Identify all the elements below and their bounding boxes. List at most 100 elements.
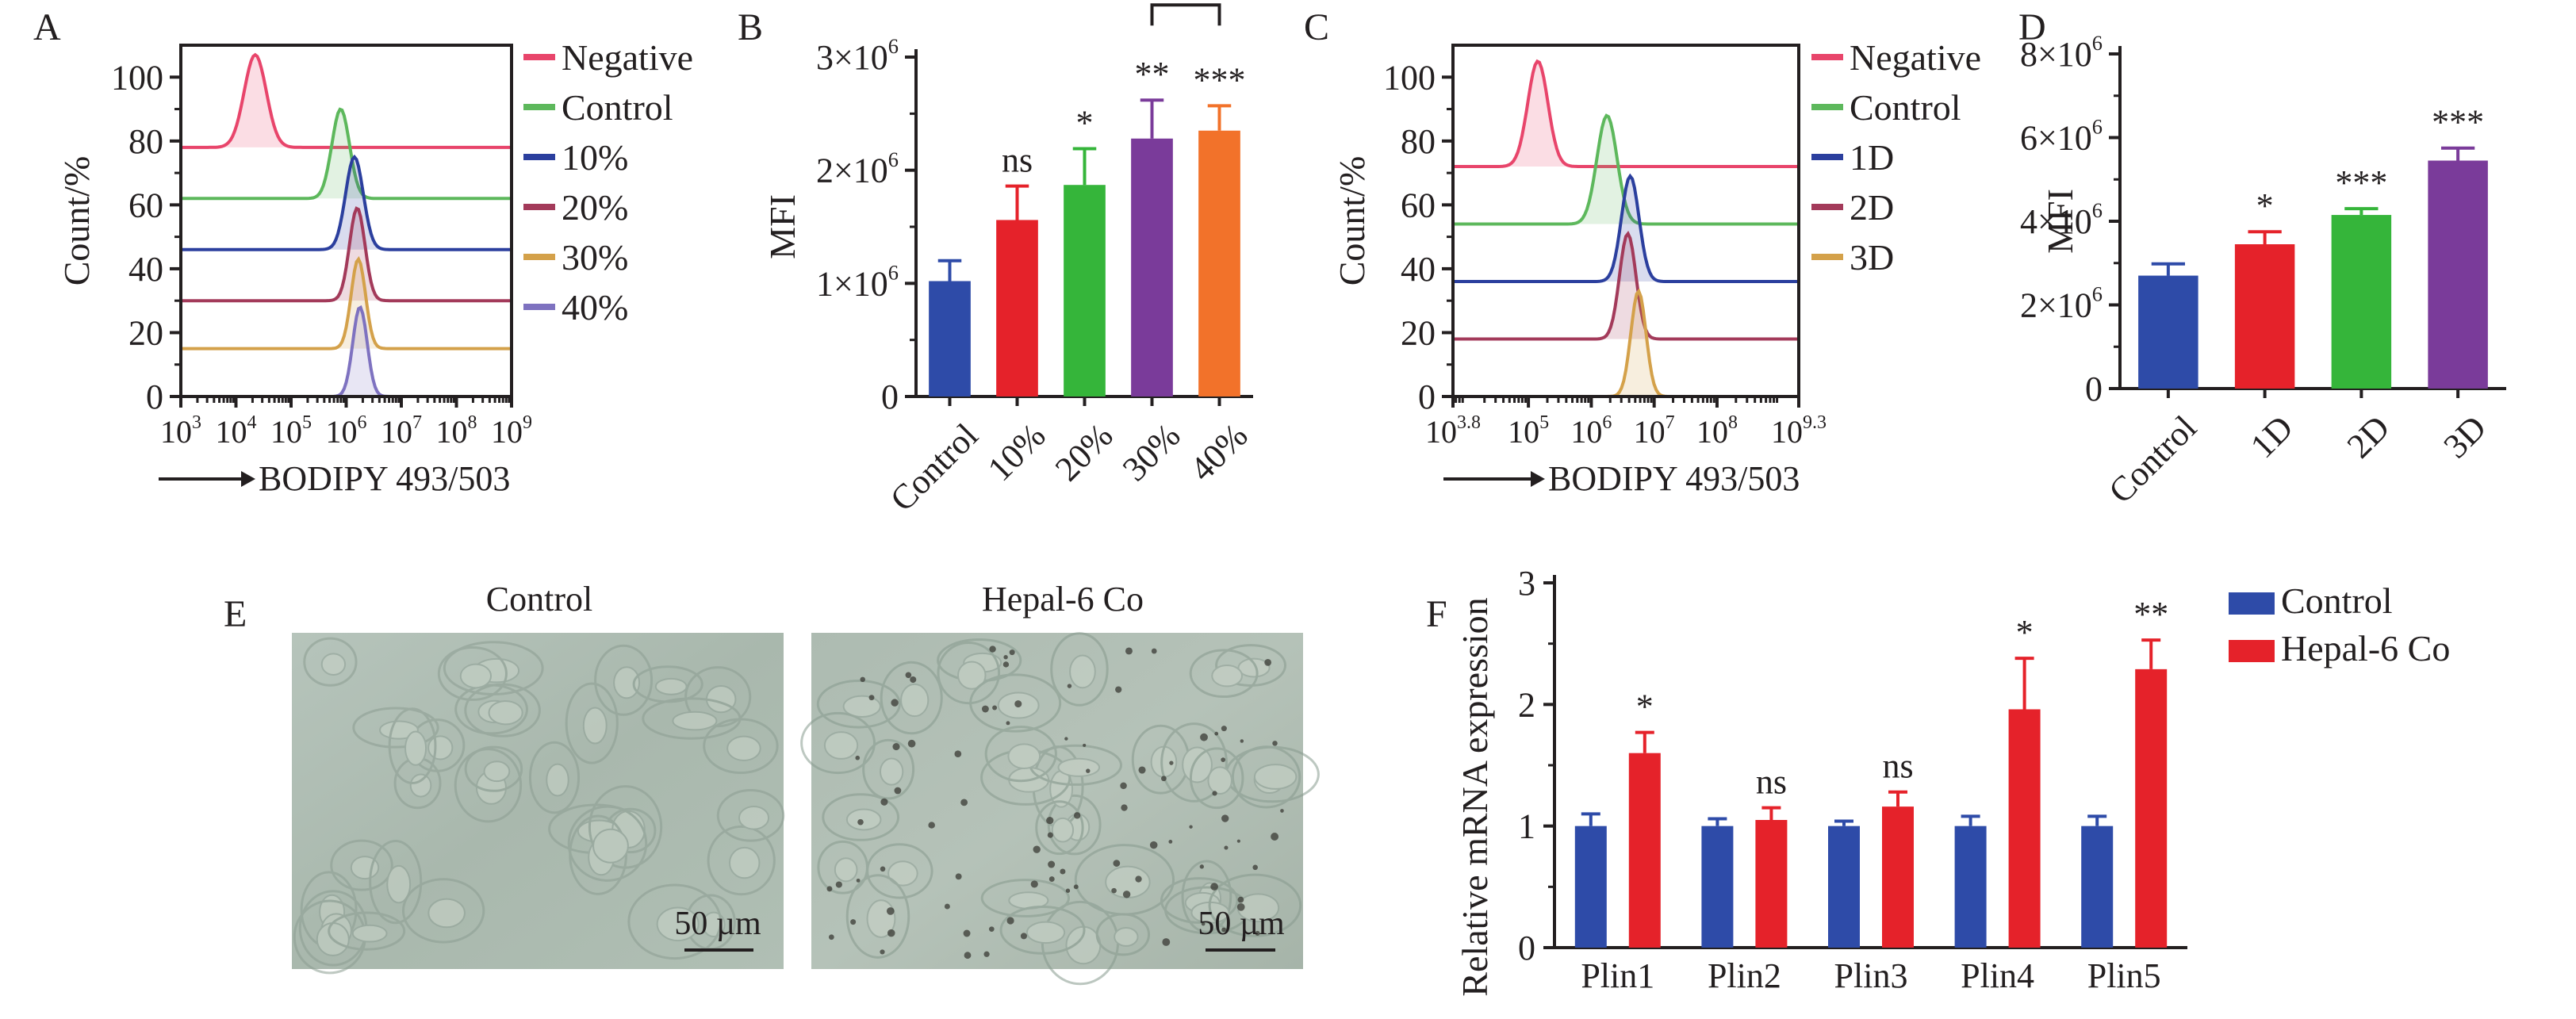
cell-outline	[328, 911, 406, 951]
lipid-droplet	[887, 929, 895, 937]
significance-label: *	[1076, 104, 1094, 143]
cell-outline	[1160, 722, 1228, 803]
lipid-droplet	[868, 695, 875, 701]
cell-nucleus	[1207, 766, 1232, 795]
lipid-droplet	[928, 822, 935, 829]
legend-label-10: 10%	[562, 137, 628, 178]
x-tick-label: 30%	[1115, 416, 1188, 488]
y-tick-label: 80	[128, 122, 163, 161]
lipid-droplet	[860, 676, 865, 683]
legend-label-control: Control	[2281, 580, 2393, 621]
x-tick-label: Control	[2101, 408, 2204, 511]
bar-hepal-6-co-plin3	[1882, 806, 1914, 948]
lipid-droplet	[1221, 757, 1226, 763]
chart-c-histogram: 0 20 40 60 80 100 103.8 105 106 107 108 109.3 Count/…	[1332, 37, 1981, 498]
lipid-droplet	[954, 750, 962, 758]
lipid-droplet	[1161, 776, 1167, 782]
cell-nucleus	[957, 661, 987, 690]
y-tick-label: 0	[1518, 929, 1535, 967]
significance-label: ***	[1194, 60, 1246, 99]
scale-bar-label-control: 50 µm	[674, 906, 761, 942]
x-tick-label: 107	[381, 412, 422, 450]
legend-label-negative: Negative	[1850, 37, 1981, 78]
lipid-droplet	[880, 866, 886, 872]
y-tick-label: 100	[111, 58, 163, 97]
legend-label-control: Control	[562, 87, 673, 128]
lipid-droplet	[1212, 791, 1217, 796]
cell-outline	[369, 839, 423, 925]
legend-swatch-hepal-6-co	[2229, 640, 2275, 662]
cell-outline	[1095, 913, 1151, 956]
x-tick-label: Plin4	[1961, 956, 2034, 995]
error-bar-2d	[2344, 207, 2379, 216]
cell-outline	[866, 843, 933, 899]
y-tick-label: 1	[1518, 807, 1535, 846]
chart-d-mfi-bars: 0 2×106 4×106 6×106 8×106 MFI Control * 1D *** 2D *…	[2020, 31, 2506, 511]
lipid-droplet	[1189, 825, 1193, 829]
cell-outline	[437, 646, 508, 701]
cell-outline	[1160, 877, 1239, 924]
y-tick-label: 2×106	[816, 147, 899, 190]
lipid-droplet	[1272, 741, 1278, 746]
significance-label: ***	[2335, 163, 2387, 202]
lipid-droplet	[1064, 737, 1068, 741]
cell-outline	[1050, 632, 1109, 707]
lipid-droplet	[857, 818, 864, 826]
lipid-droplet	[1221, 814, 1229, 822]
lipid-droplet	[1162, 938, 1171, 946]
significance-label: ***	[2432, 103, 2484, 142]
lipid-droplet	[1115, 686, 1122, 693]
lipid-droplet	[963, 929, 971, 937]
cell-outline	[632, 665, 703, 703]
lipid-droplet	[983, 951, 990, 957]
cell-nucleus	[488, 700, 523, 726]
cell-nucleus	[728, 846, 761, 879]
lipid-droplet	[1046, 816, 1054, 825]
cell-outline	[330, 839, 393, 891]
legend-label-30: 30%	[562, 237, 628, 278]
legend-label-negative: Negative	[562, 37, 693, 78]
significance-label: **	[1135, 55, 1170, 94]
lipid-droplet	[1083, 743, 1087, 747]
lipid-droplet	[910, 676, 917, 684]
cell-outline	[388, 707, 437, 785]
lipid-droplet	[1048, 860, 1056, 868]
cell-outline	[822, 793, 900, 841]
legend-label-3d: 3D	[1850, 237, 1894, 278]
cell-nucleus	[834, 857, 858, 883]
error-bar	[2087, 814, 2107, 826]
y-tick-label: 2	[1518, 685, 1535, 724]
x-axis-label: BODIPY 493/503	[1548, 459, 1800, 498]
lipid-droplet	[1020, 933, 1027, 940]
cell-outline	[707, 825, 776, 896]
x-tick-label: 108	[436, 412, 477, 450]
x-tick-label: 2D	[2340, 408, 2398, 465]
lipid-droplet	[1033, 845, 1041, 853]
cell-outline	[303, 637, 358, 687]
histogram-fill-20	[181, 208, 512, 301]
lipid-droplet	[1138, 766, 1146, 774]
bar-hepal-6-co-plin5	[2135, 668, 2168, 948]
x-tick-label: 106	[326, 412, 367, 450]
cell-nucleus	[404, 730, 427, 766]
cell-nucleus	[672, 711, 718, 731]
legend-label-1d: 1D	[1850, 137, 1894, 178]
cell-outline	[800, 711, 876, 775]
lipid-droplet	[826, 886, 833, 892]
y-tick-label: 80	[1401, 122, 1436, 161]
panel-label-c: C	[1304, 6, 1329, 48]
x-axis-arrowhead	[1531, 471, 1545, 487]
histogram-line-30	[181, 256, 512, 351]
cell-nucleus	[726, 735, 761, 761]
x-tick-label: 105	[270, 412, 312, 450]
error-bar	[2141, 638, 2161, 669]
lipid-droplet	[1264, 659, 1272, 666]
histogram-line-2d	[1453, 230, 1799, 341]
x-tick-label: Plin1	[1581, 956, 1654, 995]
error-bar-control	[937, 259, 962, 282]
lipid-droplet	[1135, 875, 1142, 883]
lipid-droplet	[905, 672, 912, 679]
lipid-droplet	[850, 919, 857, 925]
x-tick-label: Plin3	[1834, 956, 1908, 995]
error-bar	[2014, 657, 2034, 710]
